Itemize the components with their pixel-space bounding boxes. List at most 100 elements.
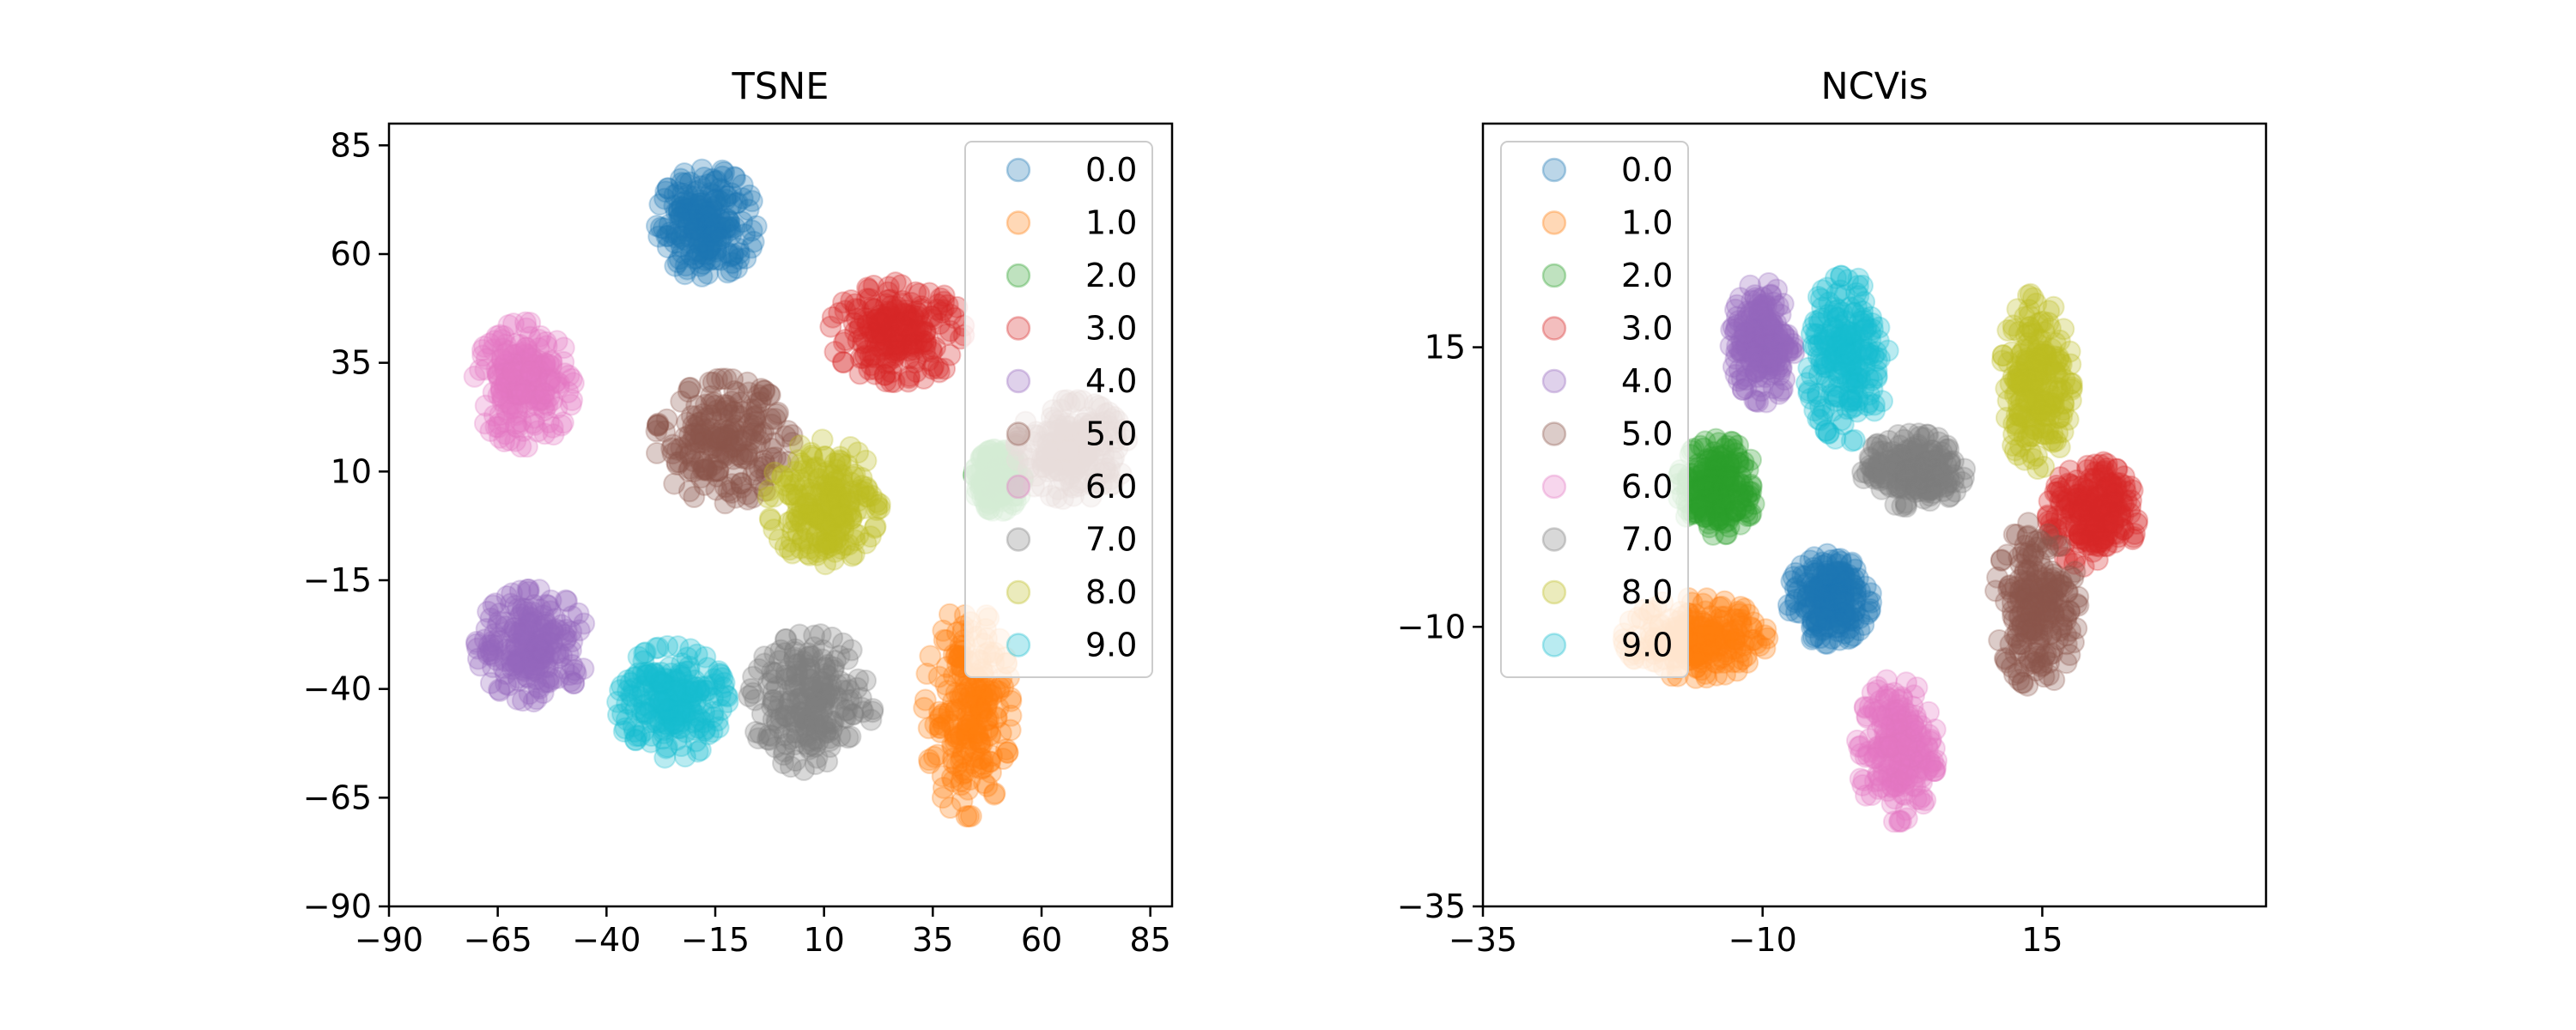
scatter-point-class-6-0 — [479, 420, 502, 442]
scatter-point-class-5-0 — [724, 435, 747, 458]
scatter-point-class-1-0 — [942, 664, 965, 688]
scatter-point-class-0-0 — [708, 204, 731, 227]
scatter-point-class-5-0 — [707, 459, 730, 482]
legend-marker-class-3-0 — [1541, 316, 1567, 341]
scatter-point-class-6-0 — [509, 435, 532, 458]
scatter-point-class-3-0 — [864, 322, 887, 344]
scatter-point-class-4-0 — [503, 616, 526, 639]
scatter-point-class-3-0 — [844, 320, 866, 343]
scatter-point-class-2-0 — [1693, 506, 1716, 529]
scatter-point-class-4-0 — [529, 643, 552, 666]
scatter-point-class-7-0 — [798, 714, 821, 737]
scatter-point-class-3-0 — [832, 351, 855, 374]
scatter-point-class-5-0 — [742, 415, 765, 438]
scatter-point-class-4-0 — [528, 677, 551, 700]
scatter-point-class-0-0 — [1823, 588, 1846, 611]
scatter-point-class-3-0 — [869, 312, 892, 336]
scatter-point-class-6-0 — [501, 360, 525, 384]
scatter-point-class-3-0 — [860, 321, 884, 344]
scatter-point-class-5-0 — [744, 410, 767, 433]
scatter-point-class-1-0 — [932, 776, 955, 799]
scatter-point-class-7-0 — [809, 670, 832, 693]
scatter-point-class-7-0 — [792, 682, 815, 706]
scatter-point-class-7-0 — [846, 676, 868, 700]
scatter-point-class-1-0 — [938, 700, 961, 723]
scatter-point-class-7-0 — [789, 701, 812, 724]
scatter-point-class-4-0 — [503, 616, 526, 639]
scatter-point-class-6-0 — [524, 372, 547, 395]
legend-label: 9.0 — [1085, 627, 1137, 664]
scatter-point-class-7-0 — [1939, 484, 1962, 507]
scatter-point-class-5-0 — [738, 381, 760, 404]
scatter-point-class-7-0 — [804, 735, 827, 758]
scatter-point-class-4-0 — [513, 657, 536, 680]
scatter-point-class-7-0 — [793, 706, 816, 730]
scatter-point-class-4-0 — [500, 644, 523, 667]
scatter-point-class-1-0 — [954, 761, 976, 785]
scatter-point-class-1-0 — [950, 773, 973, 797]
scatter-point-class-5-0 — [702, 391, 726, 415]
scatter-point-class-4-0 — [541, 619, 564, 642]
scatter-point-class-5-0 — [661, 442, 684, 465]
scatter-point-class-3-0 — [2105, 482, 2129, 505]
scatter-point-class-6-0 — [519, 385, 543, 409]
scatter-point-class-0-0 — [684, 246, 708, 270]
scatter-point-class-7-0 — [739, 677, 762, 700]
scatter-point-class-7-0 — [747, 727, 770, 750]
scatter-point-class-1-0 — [924, 713, 947, 736]
scatter-point-class-4-0 — [516, 601, 539, 624]
scatter-point-class-5-0 — [715, 399, 738, 422]
scatter-point-class-7-0 — [850, 696, 873, 719]
scatter-point-class-7-0 — [805, 746, 829, 769]
scatter-point-class-0-0 — [688, 240, 711, 263]
scatter-point-class-3-0 — [900, 324, 923, 348]
scatter-point-class-1-0 — [927, 743, 949, 766]
scatter-point-class-4-0 — [1766, 294, 1789, 318]
scatter-point-class-1-0 — [959, 694, 982, 717]
scatter-point-class-1-0 — [917, 717, 940, 740]
scatter-point-class-4-0 — [519, 613, 542, 636]
scatter-point-class-3-0 — [872, 338, 895, 361]
scatter-point-class-3-0 — [865, 358, 888, 381]
scatter-point-class-4-0 — [560, 621, 583, 643]
scatter-point-class-4-0 — [547, 641, 570, 664]
scatter-point-class-4-0 — [492, 657, 515, 680]
scatter-point-class-0-0 — [693, 231, 716, 254]
scatter-point-class-0-0 — [663, 194, 686, 217]
scatter-point-class-0-0 — [720, 251, 744, 275]
scatter-point-class-3-0 — [905, 330, 928, 354]
scatter-point-class-1-0 — [922, 745, 945, 768]
scatter-point-class-6-0 — [495, 398, 518, 421]
scatter-point-class-5-0 — [683, 430, 707, 453]
scatter-point-class-3-0 — [862, 298, 885, 321]
scatter-point-class-4-0 — [500, 592, 522, 615]
scatter-point-class-6-0 — [515, 368, 538, 391]
legend-marker-class-2-0 — [1005, 263, 1031, 288]
scatter-point-class-6-0 — [545, 397, 568, 420]
scatter-point-class-4-0 — [523, 610, 546, 633]
scatter-point-class-7-0 — [852, 700, 875, 724]
y-tick-label: −40 — [303, 670, 372, 708]
scatter-point-class-5-0 — [700, 437, 723, 460]
scatter-point-class-3-0 — [877, 317, 900, 340]
scatter-point-class-0-0 — [684, 193, 708, 216]
scatter-point-class-5-0 — [706, 429, 729, 452]
scatter-point-class-5-0 — [749, 391, 772, 414]
scatter-point-class-6-0 — [544, 371, 567, 394]
y-tick-label: −90 — [303, 888, 372, 925]
scatter-point-class-7-0 — [837, 679, 860, 702]
scatter-point-class-1-0 — [928, 707, 951, 730]
scatter-point-class-5-0 — [764, 446, 787, 470]
scatter-point-class-7-0 — [775, 663, 798, 687]
scatter-point-class-5-0 — [698, 371, 721, 394]
scatter-point-class-5-0 — [2038, 600, 2061, 623]
scatter-point-class-1-0 — [971, 747, 993, 770]
scatter-point-class-3-0 — [873, 337, 896, 360]
scatter-point-class-6-0 — [487, 363, 510, 385]
scatter-point-class-3-0 — [911, 315, 933, 338]
scatter-point-class-3-0 — [859, 345, 882, 368]
scatter-point-class-3-0 — [2057, 472, 2080, 495]
scatter-point-class-6-0 — [515, 343, 538, 367]
scatter-point-class-6-0 — [552, 336, 575, 360]
scatter-point-class-5-0 — [706, 434, 729, 457]
